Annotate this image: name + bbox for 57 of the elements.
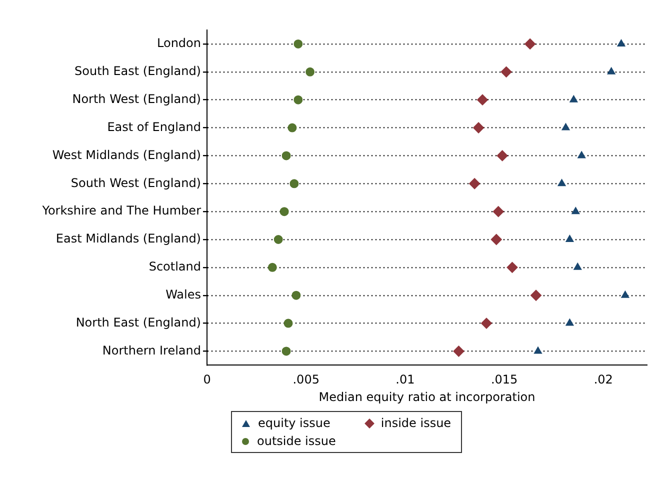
point [607,67,616,74]
point [282,346,291,356]
point [294,39,303,48]
point [572,207,580,214]
point [566,318,574,326]
point [473,122,484,134]
y-tick-label: North East (England) [76,315,201,330]
x-tick-label: .01 [396,372,415,387]
y-tick-label: Wales [166,287,201,302]
point [496,150,508,162]
y-tick-label: North West (England) [72,92,201,106]
y-tick-label: West Midlands (England) [52,148,201,162]
point [534,346,542,354]
point [621,290,630,298]
y-tick-label: London [157,36,201,50]
point [578,151,586,158]
point [480,318,492,329]
point [562,123,570,130]
legend-label: equity issue [258,416,330,430]
y-tick-label: East of England [107,120,201,134]
point [288,123,297,132]
x-tick-label: .005 [292,372,320,387]
point [490,234,502,245]
point [566,235,574,242]
point [570,95,578,102]
x-tick-label: 0 [203,372,211,387]
point [284,318,293,328]
point [506,262,518,273]
point [292,290,301,300]
point [306,67,315,76]
point [558,179,566,186]
point [500,66,512,78]
legend-label: outside issue [257,434,336,448]
point [268,262,277,272]
y-tick-label: East Midlands (England) [56,232,201,246]
y-tick-label: South East (England) [74,64,201,78]
x-axis-title: Median equity ratio at incorporation [318,390,536,404]
point [492,206,504,218]
y-tick-label: Yorkshire and The Humber [41,204,202,218]
point [294,95,303,104]
point [280,207,289,216]
point [453,346,464,357]
point [476,94,488,106]
y-tick-label: South West (England) [70,176,201,190]
x-tick-label: .015 [490,372,518,387]
point [274,235,283,244]
point [574,262,582,270]
legend-label: inside issue [380,416,452,430]
point [530,290,542,301]
y-tick-label: Scotland [148,260,201,274]
point [524,38,536,50]
point [469,178,480,190]
y-tick-label: Northern Ireland [102,343,201,358]
point [617,39,626,46]
x-tick-label: .02 [594,372,613,387]
point [282,151,291,160]
point [290,179,299,188]
